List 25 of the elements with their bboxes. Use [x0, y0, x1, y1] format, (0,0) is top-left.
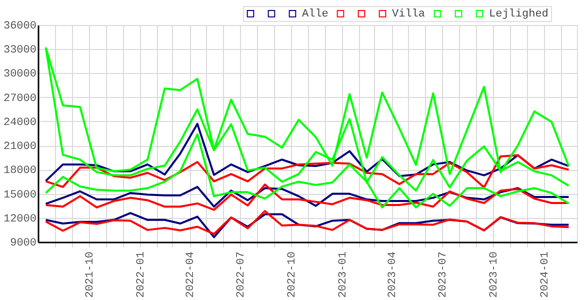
y-tick-label: 27000 [3, 92, 36, 105]
line-series [44, 154, 570, 188]
x-tick-label: 2023-10 [488, 252, 500, 298]
x-tick-label: 2024-01 [539, 251, 552, 298]
x-tick-label: 2021-10 [84, 252, 96, 298]
x-tick-label: 2022-01 [135, 251, 148, 298]
x-tick-label: 2023-01 [337, 251, 350, 298]
x-tick-label: 2022-10 [286, 252, 298, 298]
legend-label: Alle [302, 8, 328, 21]
y-tick-label: 24000 [3, 116, 36, 129]
x-tick-label: 2023-07 [437, 252, 450, 298]
x-tick-label: 2023-04 [387, 251, 400, 298]
line-series [44, 122, 570, 182]
y-tick-label: 33000 [3, 44, 36, 57]
y-tick-label: 12000 [3, 213, 36, 226]
y-tick-label: 30000 [3, 68, 36, 81]
legend-label: Villa [392, 8, 426, 21]
x-tick-label: 2022-04 [185, 251, 198, 298]
legend-label: Lejlighed [489, 8, 548, 21]
y-tick-label: 21000 [3, 141, 36, 154]
y-tick-label: 36000 [3, 20, 36, 32]
x-tick-label: 2022-07 [235, 252, 248, 298]
y-tick-label: 9000 [10, 238, 36, 250]
y-tick-label: 18000 [3, 165, 36, 178]
y-tick-label: 15000 [3, 189, 36, 202]
